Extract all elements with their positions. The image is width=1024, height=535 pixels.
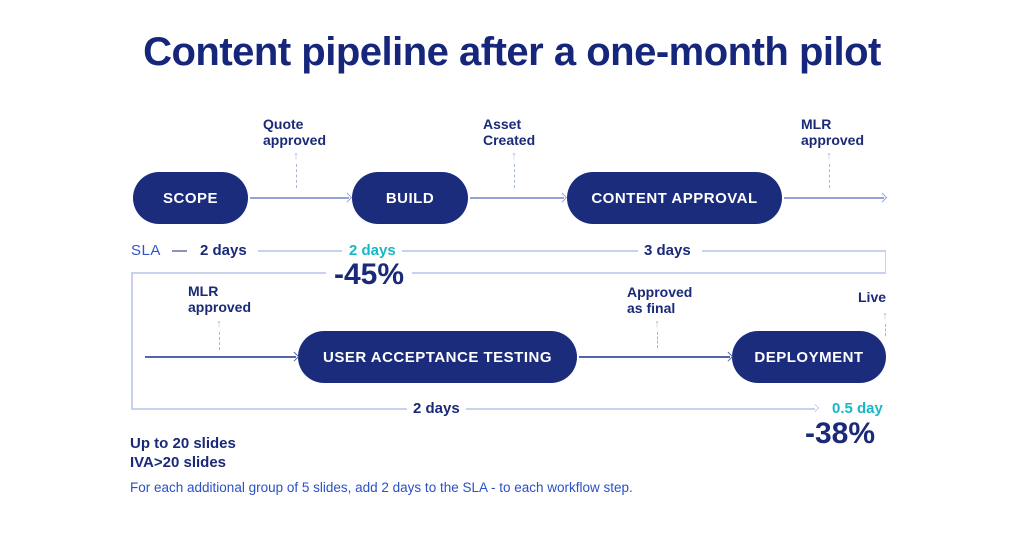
milestone-connector: ↑ [212, 319, 226, 350]
sla-line [702, 250, 886, 252]
milestone-connector: ↑ [507, 151, 521, 188]
sla-duration-scope: 2 days [194, 242, 253, 259]
milestone-mlr-approved-2: MLR approved [188, 283, 252, 315]
up-arrow-icon: ↑ [882, 310, 888, 322]
delta-38: -38% [797, 417, 884, 451]
footer-note: For each additional group of 5 slides, a… [130, 480, 633, 495]
bracket-left-edge [131, 272, 133, 409]
footer-line-1: Up to 20 slides [130, 435, 236, 452]
milestone-connector: ↑ [289, 151, 303, 188]
milestone-connector: ↑ [878, 311, 892, 336]
flow-arrow [145, 351, 299, 362]
step-user-acceptance-testing: USER ACCEPTANCE TESTING [298, 331, 577, 383]
bracket-top-edge [131, 272, 886, 274]
flow-arrow [250, 192, 352, 203]
milestone-connector: ↑ [650, 319, 664, 348]
page-title: Content pipeline after a one-month pilot [143, 30, 881, 74]
arrowhead-icon [289, 351, 299, 362]
dashed-stem [295, 164, 297, 188]
up-arrow-icon: ↑ [654, 318, 660, 330]
milestone-mlr-approved-1: MLR approved [801, 116, 865, 148]
arrowhead-icon [877, 192, 887, 203]
sla-duration-deployment: 0.5 day [826, 400, 889, 417]
milestone-asset-created: Asset Created [483, 116, 536, 148]
sla-line [258, 250, 342, 252]
milestone-quote-approved: Quote approved [263, 116, 327, 148]
delta-45: -45% [326, 258, 413, 292]
sla-duration-content-approval: 3 days [638, 242, 697, 259]
up-arrow-icon: ↑ [216, 318, 222, 330]
dashed-stem [828, 164, 830, 188]
flow-arrow [579, 351, 733, 362]
milestone-live: Live [858, 289, 887, 305]
up-arrow-icon: ↑ [293, 150, 299, 162]
bracket-right-corner [884, 250, 886, 273]
dashed-stem [513, 164, 515, 188]
sla-duration-build: 2 days [343, 242, 402, 259]
step-scope: SCOPE [133, 172, 248, 224]
sla-dash: — [172, 242, 187, 259]
up-arrow-icon: ↑ [511, 150, 517, 162]
step-build: BUILD [352, 172, 468, 224]
milestone-connector: ↑ [822, 151, 836, 188]
step-content-approval: CONTENT APPROVAL [567, 172, 782, 224]
arrowhead-icon [810, 403, 820, 413]
flow-arrow [784, 192, 887, 203]
milestone-approved-as-final: Approved as final [627, 284, 693, 316]
dashed-stem [218, 332, 220, 350]
sla-duration-uat: 2 days [407, 400, 466, 417]
bracket-bottom-edge [131, 408, 815, 410]
arrowhead-icon [342, 192, 352, 203]
step-deployment: DEPLOYMENT [732, 331, 886, 383]
sla-label: SLA [131, 242, 161, 259]
flow-arrow [470, 192, 567, 203]
dashed-stem [656, 332, 658, 348]
footer-line-2: IVA>20 slides [130, 454, 227, 471]
arrowhead-icon [723, 351, 733, 362]
sla-line [402, 250, 638, 252]
arrowhead-icon [557, 192, 567, 203]
up-arrow-icon: ↑ [826, 150, 832, 162]
dashed-stem [884, 324, 886, 336]
